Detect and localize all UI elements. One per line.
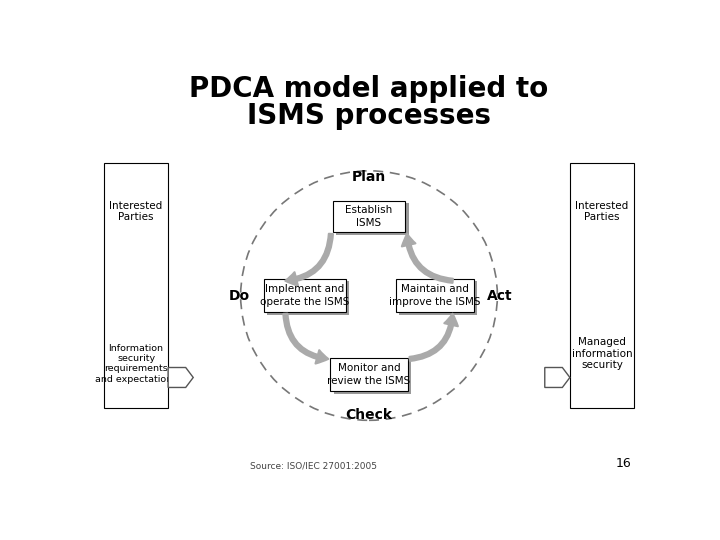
- FancyBboxPatch shape: [399, 281, 477, 315]
- Text: Do: Do: [229, 288, 250, 302]
- Text: Managed
information
security: Managed information security: [572, 338, 632, 370]
- Text: Monitor and
review the ISMS: Monitor and review the ISMS: [328, 363, 410, 386]
- Text: Information
security
requirements
and expectations: Information security requirements and ex…: [95, 343, 177, 384]
- Text: Plan: Plan: [352, 170, 386, 184]
- Text: Interested
Parties: Interested Parties: [575, 201, 629, 222]
- FancyArrowPatch shape: [284, 314, 328, 363]
- FancyBboxPatch shape: [264, 279, 346, 312]
- FancyArrowPatch shape: [285, 234, 333, 286]
- Text: ISMS processes: ISMS processes: [247, 102, 491, 130]
- Text: PDCA model applied to: PDCA model applied to: [189, 75, 549, 103]
- FancyBboxPatch shape: [330, 358, 408, 391]
- Text: Act: Act: [487, 288, 513, 302]
- FancyBboxPatch shape: [267, 281, 349, 315]
- FancyBboxPatch shape: [396, 279, 474, 312]
- Text: Maintain and
improve the ISMS: Maintain and improve the ISMS: [389, 285, 480, 307]
- FancyBboxPatch shape: [104, 163, 168, 408]
- Text: 16: 16: [616, 457, 631, 470]
- Text: Check: Check: [346, 408, 392, 422]
- FancyArrowPatch shape: [410, 314, 458, 361]
- Text: Interested
Parties: Interested Parties: [109, 201, 163, 222]
- Text: Source: ISO/IEC 27001:2005: Source: ISO/IEC 27001:2005: [250, 461, 377, 470]
- FancyBboxPatch shape: [336, 204, 409, 235]
- FancyArrowPatch shape: [402, 234, 453, 283]
- Polygon shape: [545, 368, 570, 388]
- Text: Implement and
operate the ISMS: Implement and operate the ISMS: [260, 285, 349, 307]
- FancyBboxPatch shape: [570, 163, 634, 408]
- FancyBboxPatch shape: [334, 360, 411, 394]
- Text: Establish
ISMS: Establish ISMS: [346, 205, 392, 228]
- Polygon shape: [168, 368, 193, 388]
- FancyBboxPatch shape: [333, 201, 405, 232]
